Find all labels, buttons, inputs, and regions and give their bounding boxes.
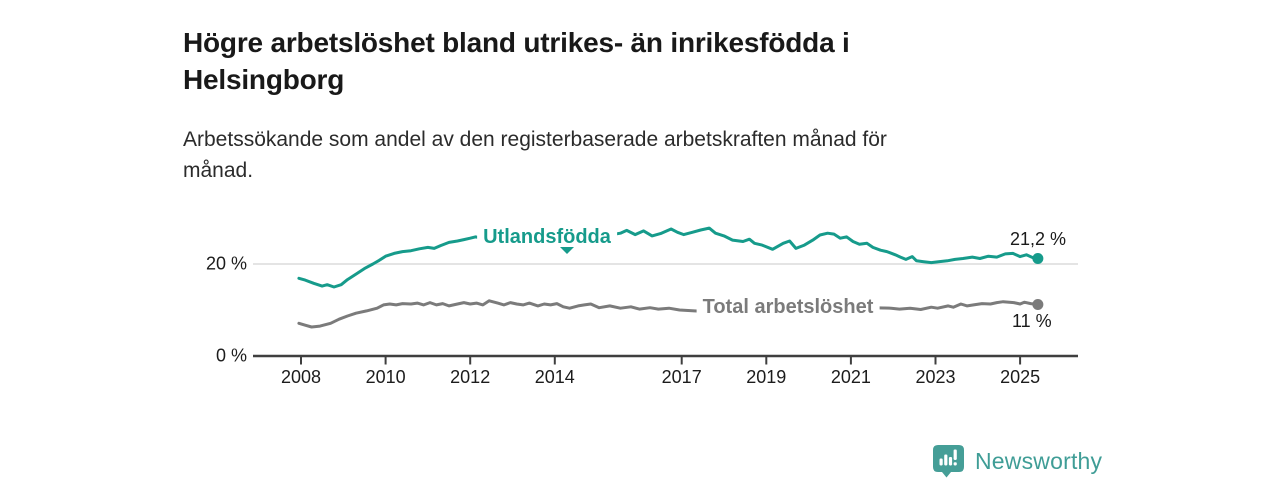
newsworthy-logo-icon: [933, 445, 964, 478]
newsworthy-logo-text: Newsworthy: [975, 448, 1103, 474]
series-line-0: [297, 226, 1040, 289]
series-pointer-triangle-icon: [560, 247, 574, 254]
page-title: Högre arbetslöshet bland utrikes- än inr…: [183, 24, 850, 98]
series-end-dot-0: [1032, 252, 1044, 264]
series-end-dot-1: [1032, 298, 1044, 310]
series-line-1: [297, 299, 1040, 329]
end-value-label-total: 11 %: [1012, 311, 1052, 331]
end-value-label-utlandsfodda: 21,2 %: [1009, 229, 1066, 249]
subtitle-line-2: månad.: [183, 159, 254, 182]
page-subtitle: Arbetssökande som andel av den registerb…: [183, 124, 887, 186]
newsworthy-logo: Newsworthy: [933, 445, 1102, 478]
title-line-1: Högre arbetslöshet bland utrikes- än inr…: [183, 26, 850, 58]
title-line-2: Helsingborg: [183, 63, 345, 95]
series-label-total-arbetsloshet: Total arbetslöshet: [696, 295, 880, 320]
subtitle-line-1: Arbetssökande som andel av den registerb…: [183, 128, 887, 151]
series-label-utlandsfodda: Utlandsfödda: [477, 225, 617, 250]
